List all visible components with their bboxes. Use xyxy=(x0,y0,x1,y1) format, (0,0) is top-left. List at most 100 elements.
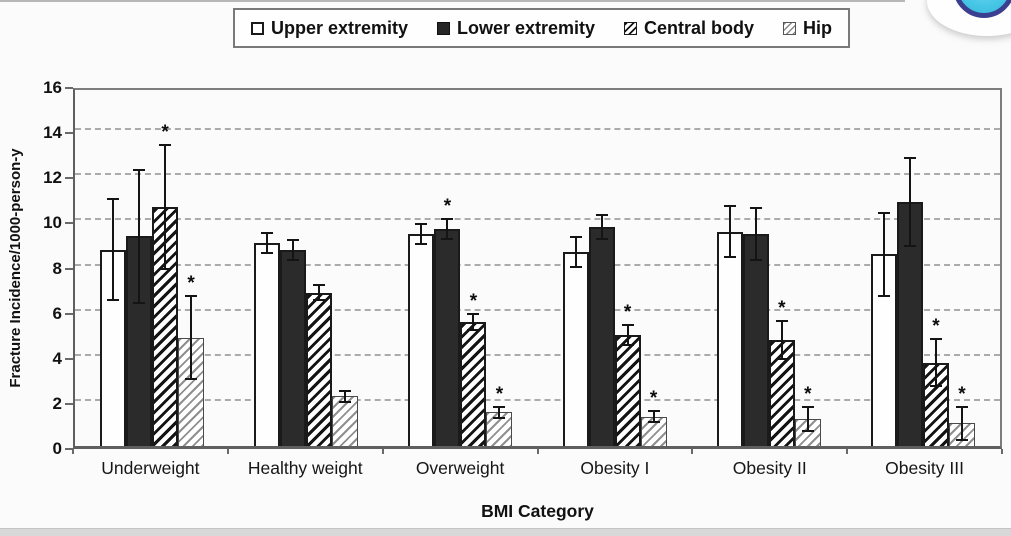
barwrap-central-body-healthy-weight xyxy=(306,90,333,446)
error-bar-line xyxy=(112,200,115,300)
legend-swatch-central-body-icon xyxy=(624,21,638,35)
significance-star: * xyxy=(649,388,658,410)
chart-legend: Upper extremity Lower extremity Central bo… xyxy=(233,8,850,48)
error-bar-cap-top xyxy=(107,198,120,201)
gridline-14 xyxy=(75,128,1000,131)
y-tick-mark-2 xyxy=(65,402,73,405)
barwrap-lower-extremity-obesity-ii xyxy=(742,90,769,446)
x-axis-title: BMI Category xyxy=(481,501,594,521)
error-bar-line xyxy=(806,407,809,431)
legend-swatch-upper-extremity-icon xyxy=(251,21,264,35)
error-bar-cap-bottom xyxy=(877,294,890,297)
error-bar-cap-bottom xyxy=(493,416,506,419)
error-bar-cap-bottom xyxy=(287,258,300,261)
error-bar-cap-bottom xyxy=(133,301,146,304)
x-tick-mark-4 xyxy=(691,449,694,454)
barwrap-lower-extremity-overweight: * xyxy=(434,90,461,446)
bar-cluster-underweight: * * xyxy=(100,90,205,446)
error-bar-line xyxy=(446,220,449,239)
error-bar-cap-bottom xyxy=(749,258,762,261)
error-bar-cap-bottom xyxy=(159,267,172,270)
x-tick-mark-3 xyxy=(536,449,539,454)
error-bar-cap-top xyxy=(133,168,146,171)
barwrap-upper-extremity-obesity-i xyxy=(562,90,589,446)
bar-lower-extremity-obesity-ii xyxy=(742,233,769,446)
bottom-strip xyxy=(0,528,1011,536)
barwrap-central-body-underweight: * xyxy=(152,90,179,446)
error-bar-cap-top xyxy=(775,319,788,322)
error-bar-line xyxy=(934,339,937,386)
y-tick-mark-16 xyxy=(65,87,73,89)
gridline-2 xyxy=(75,398,1000,401)
y-tick-label-4: 4 xyxy=(52,348,62,368)
bar-upper-extremity-obesity-ii xyxy=(716,231,743,446)
error-bar-line xyxy=(754,209,757,259)
error-bar-cap-bottom xyxy=(929,385,942,388)
y-tick-mark-10 xyxy=(65,222,73,225)
y-tick-mark-6 xyxy=(65,312,73,315)
error-bar-line xyxy=(652,412,655,422)
error-bar-cap-top xyxy=(723,204,736,207)
significance-star: * xyxy=(804,383,812,405)
barwrap-hip-obesity-ii: * xyxy=(794,90,821,446)
error-bar-cap-top xyxy=(467,313,480,316)
barwrap-central-body-obesity-ii: * xyxy=(768,90,795,446)
x-tick-mark-2 xyxy=(381,449,384,454)
barwrap-upper-extremity-obesity-ii xyxy=(716,90,743,446)
error-bar-cap-top xyxy=(441,218,454,221)
bar-cluster-obesity-iii: * * xyxy=(870,90,975,446)
error-bar-line xyxy=(728,206,731,257)
bar-central-body-overweight xyxy=(460,321,487,446)
gridline-6 xyxy=(75,308,1000,311)
legend-label-lower-extremity: Lower extremity xyxy=(457,17,596,38)
x-category-label-overweight: Overweight xyxy=(415,458,505,478)
legend-item-central-body: Central body xyxy=(624,18,754,39)
bar-group-obesity-ii: * * xyxy=(692,90,846,446)
gridline-10 xyxy=(75,218,1000,221)
significance-star: * xyxy=(443,196,452,218)
error-bar-cap-top xyxy=(185,295,198,298)
error-bar-line xyxy=(780,321,783,359)
barwrap-upper-extremity-healthy-weight xyxy=(254,90,281,446)
error-bar-line xyxy=(292,240,295,259)
bar-lower-extremity-healthy-weight xyxy=(280,249,307,446)
error-bar-cap-top xyxy=(647,410,660,413)
barwrap-lower-extremity-healthy-weight xyxy=(280,90,307,446)
error-bar-line xyxy=(626,326,629,345)
barwrap-hip-healthy-weight xyxy=(332,90,359,446)
y-tick-label-6: 6 xyxy=(52,303,62,323)
bar-upper-extremity-healthy-weight xyxy=(254,242,281,446)
gridline-12 xyxy=(75,173,1000,176)
x-tick-mark-0 xyxy=(72,449,74,454)
error-bar-line xyxy=(190,297,193,379)
y-tick-label-2: 2 xyxy=(52,393,62,413)
bar-upper-extremity-obesity-i xyxy=(562,251,589,446)
significance-star: * xyxy=(958,383,966,405)
bar-cluster-obesity-ii: * * xyxy=(716,90,821,446)
significance-star: * xyxy=(932,315,940,337)
x-tick-mark-1 xyxy=(226,449,229,454)
barwrap-central-body-obesity-iii: * xyxy=(922,90,949,446)
x-category-label-underweight: Underweight xyxy=(101,458,200,478)
error-bar-line xyxy=(600,215,603,239)
bar-hip-healthy-weight xyxy=(332,396,359,446)
barwrap-central-body-overweight: * xyxy=(460,90,487,446)
bar-central-body-obesity-i xyxy=(614,335,641,446)
error-bar-line xyxy=(908,159,911,246)
barwrap-lower-extremity-obesity-iii xyxy=(896,90,923,446)
x-category-label-obesity-i: Obesity I xyxy=(580,458,650,478)
barwrap-upper-extremity-underweight xyxy=(100,90,127,446)
x-category-label-obesity-ii: Obesity II xyxy=(732,458,807,478)
significance-star: * xyxy=(778,297,786,319)
y-tick-label-16: 16 xyxy=(43,78,62,97)
error-bar-cap-top xyxy=(955,405,968,408)
gridline-8 xyxy=(75,263,1000,266)
error-bar-cap-bottom xyxy=(339,400,352,403)
error-bar-cap-bottom xyxy=(775,358,788,361)
error-bar-cap-top xyxy=(339,389,352,392)
barwrap-hip-obesity-iii: * xyxy=(948,90,975,446)
error-bar-cap-top xyxy=(493,405,506,408)
bar-group-obesity-iii: * * xyxy=(846,90,1000,446)
error-bar-cap-top xyxy=(621,324,634,327)
x-tick-mark-6 xyxy=(1001,449,1003,454)
